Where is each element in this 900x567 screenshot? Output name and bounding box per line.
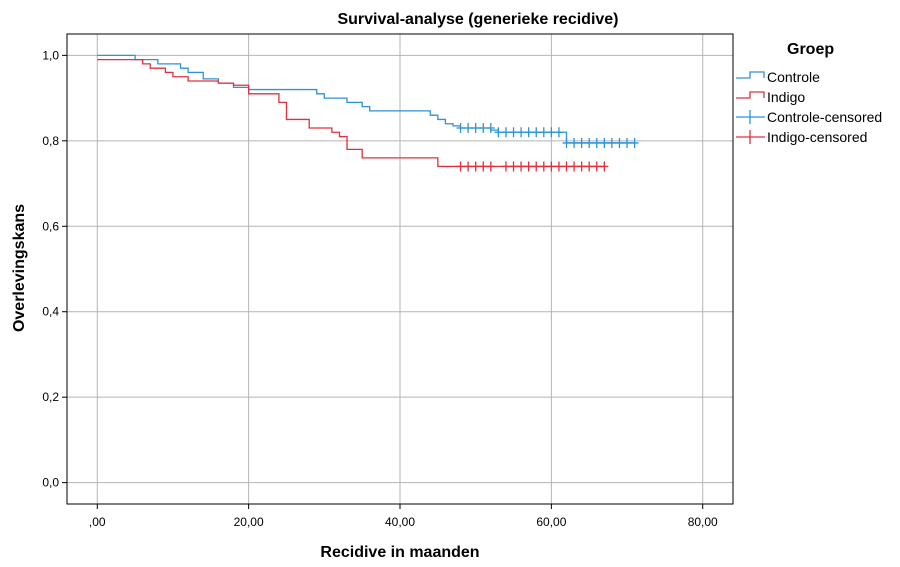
- censor-mark-controle-censored: [547, 127, 556, 138]
- censor-mark-controle-censored: [577, 137, 586, 148]
- y-tick-label: 0,0: [42, 476, 59, 490]
- censor-mark-indigo-censored: [471, 161, 480, 172]
- censor-mark-indigo-censored: [554, 161, 563, 172]
- y-tick-label: 0,2: [42, 390, 59, 404]
- censor-mark-controle-censored: [479, 123, 488, 133]
- censor-mark-controle-censored: [494, 127, 503, 138]
- censor-mark-indigo-censored: [592, 161, 601, 172]
- censor-mark-indigo-censored: [547, 161, 556, 172]
- censor-mark-indigo-censored: [585, 161, 594, 172]
- censor-mark-controle-censored: [471, 123, 480, 133]
- censor-mark-controle-censored: [600, 137, 609, 148]
- censor-mark-indigo-censored: [501, 161, 510, 172]
- x-tick-label: ,00: [89, 515, 106, 529]
- censor-mark-indigo-censored: [509, 161, 518, 172]
- legend-label-indigo-censored: Indigo-censored: [767, 129, 867, 145]
- censor-mark-indigo-censored: [517, 161, 526, 172]
- censor-mark-controle-censored: [630, 137, 639, 148]
- grid: [67, 34, 733, 504]
- legend-swatch-controle: [736, 71, 765, 79]
- censor-mark-controle-censored: [607, 137, 616, 148]
- x-tick-label: 20,00: [234, 515, 264, 529]
- x-axis-label: Recidive in maanden: [320, 544, 479, 561]
- censor-mark-indigo-censored: [562, 161, 571, 172]
- censor-mark-controle-censored: [486, 123, 495, 133]
- censor-mark-controle-censored: [554, 127, 563, 138]
- chart-title: Survival-analyse (generieke recidive): [337, 11, 618, 28]
- censor-mark-controle-censored: [623, 137, 632, 148]
- series-line-indigo: [97, 58, 605, 168]
- censor-mark-controle-censored: [464, 123, 473, 133]
- axis-ticks: 0,0 0,2 0,4 0,6 0,8 1,0 ,00 20,00 40,00 60,00 80,0…: [42, 48, 718, 529]
- legend: Groep Controle Indigo Controle-censored Ind…: [736, 41, 882, 145]
- y-tick-label: 0,6: [42, 219, 59, 233]
- y-tick-label: 0,8: [42, 134, 59, 148]
- legend-label-indigo: Indigo: [767, 89, 805, 105]
- censor-mark-indigo-censored: [577, 161, 586, 172]
- censor-mark-controle-censored: [585, 137, 594, 148]
- y-axis-label: Overlevingskans: [11, 204, 28, 332]
- censor-mark-indigo-censored: [570, 161, 579, 172]
- censor-mark-controle-censored: [615, 137, 624, 148]
- x-tick-label: 60,00: [536, 515, 566, 529]
- legend-label-controle: Controle: [767, 69, 820, 85]
- legend-swatch-indigo-censored: [736, 130, 765, 144]
- censor-mark-controle-censored: [517, 127, 526, 138]
- censor-mark-indigo-censored: [486, 161, 495, 172]
- censor-mark-indigo-censored: [532, 161, 541, 172]
- censor-mark-controle-censored: [532, 127, 541, 138]
- censor-mark-controle-censored: [539, 127, 548, 138]
- censor-mark-indigo-censored: [524, 161, 533, 172]
- legend-label-controle-censored: Controle-censored: [767, 109, 882, 125]
- censor-mark-controle-censored: [509, 127, 518, 138]
- x-tick-label: 40,00: [385, 515, 415, 529]
- legend-swatch-indigo: [736, 91, 765, 99]
- censor-mark-controle-censored: [501, 127, 510, 138]
- censor-mark-indigo-censored: [479, 161, 488, 172]
- series-group: [97, 54, 639, 172]
- censor-mark-indigo-censored: [456, 161, 465, 172]
- legend-title: Groep: [787, 41, 834, 58]
- x-tick-label: 80,00: [688, 515, 718, 529]
- censor-mark-controle-censored: [570, 137, 579, 148]
- y-tick-label: 1,0: [42, 48, 59, 62]
- legend-swatch-controle-censored: [736, 110, 765, 124]
- censor-mark-controle-censored: [592, 137, 601, 148]
- censor-mark-indigo-censored: [600, 161, 609, 172]
- censor-mark-indigo-censored: [539, 161, 548, 172]
- y-tick-label: 0,4: [42, 305, 59, 319]
- censor-mark-indigo-censored: [464, 161, 473, 172]
- series-line-controle: [97, 54, 635, 144]
- censor-mark-controle-censored: [562, 137, 571, 148]
- censor-mark-controle-censored: [456, 123, 465, 133]
- censor-mark-controle-censored: [524, 127, 533, 138]
